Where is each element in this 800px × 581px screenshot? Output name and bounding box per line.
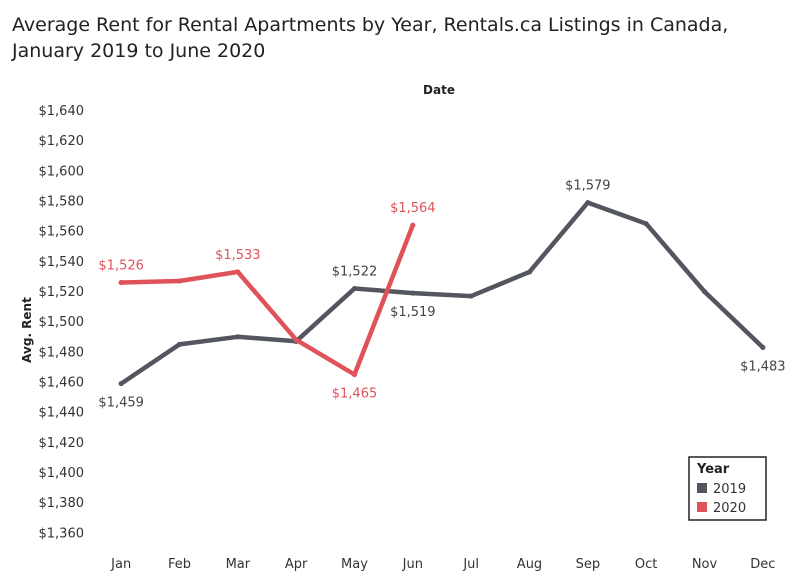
- series-lines: [118, 199, 766, 387]
- data-label-2019: $1,522: [332, 265, 378, 280]
- legend-swatch-2020: [697, 502, 707, 512]
- y-tick-label: $1,400: [39, 466, 85, 481]
- data-point-2019: [118, 380, 124, 387]
- data-point-2020: [235, 269, 241, 275]
- x-axis: Jan Feb Mar Apr May Jun Jul Aug Sep Oct Nov Dec: [110, 557, 775, 572]
- x-tick-label: May: [341, 557, 368, 572]
- x-tick-label: Nov: [692, 557, 718, 572]
- data-point-2019: [235, 334, 241, 340]
- x-tick-label: Feb: [168, 557, 191, 572]
- y-tick-label: $1,440: [39, 406, 85, 421]
- series-line-2020: [118, 222, 416, 377]
- legend-title: Year: [696, 462, 730, 477]
- x-tick-label: Sep: [576, 557, 601, 572]
- y-tick-label: $1,560: [39, 225, 85, 240]
- series-line-2019: [118, 200, 766, 386]
- y-axis-title: Avg. Rent: [20, 297, 34, 363]
- data-point-2020: [351, 371, 358, 378]
- y-tick-label: $1,480: [39, 345, 85, 360]
- data-label-2019: $1,579: [565, 179, 611, 194]
- data-point-2019: [526, 269, 533, 275]
- y-tick-label: $1,580: [39, 195, 85, 210]
- chart-title: Average Rent for Rental Apartments by Ye…: [12, 14, 729, 62]
- data-point-2019: [468, 293, 474, 299]
- legend-swatch-2019: [697, 483, 707, 493]
- data-label-2020: $1,526: [98, 259, 144, 274]
- data-label-2019: $1,459: [98, 396, 144, 411]
- data-point-2019: [585, 199, 591, 206]
- y-tick-label: $1,360: [39, 526, 85, 541]
- x-axis-title: Date: [423, 83, 455, 97]
- legend: Year 2019 2020: [688, 456, 767, 521]
- x-tick-label: Apr: [285, 557, 308, 572]
- data-point-2020: [293, 337, 299, 343]
- y-tick-label: $1,420: [39, 436, 85, 451]
- data-label-2020: $1,465: [332, 387, 378, 402]
- x-tick-label: Jun: [402, 557, 423, 572]
- data-point-2019: [760, 344, 766, 350]
- y-tick-label: $1,520: [39, 285, 85, 300]
- data-point-2019: [351, 285, 358, 292]
- y-tick-label: $1,600: [39, 164, 85, 179]
- data-label-2019: $1,483: [740, 359, 786, 374]
- data-label-2020: $1,533: [215, 248, 261, 263]
- y-tick-label: $1,640: [39, 104, 85, 119]
- y-tick-label: $1,500: [39, 315, 85, 330]
- y-tick-label: $1,540: [39, 255, 85, 270]
- y-tick-label: $1,620: [39, 134, 85, 149]
- data-label-2019: $1,519: [390, 305, 436, 320]
- data-point-2019: [643, 221, 649, 227]
- legend-label-2020: 2020: [713, 501, 746, 516]
- data-point-2019: [410, 290, 416, 296]
- y-tick-label: $1,380: [39, 496, 85, 511]
- data-point-2020: [118, 279, 124, 286]
- data-label-2020: $1,564: [390, 201, 436, 216]
- legend-label-2019: 2019: [713, 482, 746, 497]
- data-labels: $1,459 $1,522 $1,519 $1,579 $1,483 $1,526 $1,5…: [98, 179, 785, 411]
- y-tick-label: $1,460: [39, 376, 85, 391]
- y-axis: $1,360 $1,380 $1,400 $1,420 $1,440 $1,460 $1,4…: [39, 104, 85, 541]
- x-tick-label: Jan: [110, 557, 131, 572]
- data-point-2020: [176, 278, 183, 284]
- data-point-2019: [176, 341, 183, 347]
- x-tick-label: Mar: [226, 557, 251, 572]
- x-tick-label: Oct: [635, 557, 657, 572]
- data-point-2020: [410, 222, 416, 228]
- x-tick-label: Dec: [750, 557, 775, 572]
- data-point-2019: [701, 288, 708, 295]
- x-tick-label: Aug: [517, 557, 542, 572]
- x-tick-label: Jul: [462, 557, 479, 572]
